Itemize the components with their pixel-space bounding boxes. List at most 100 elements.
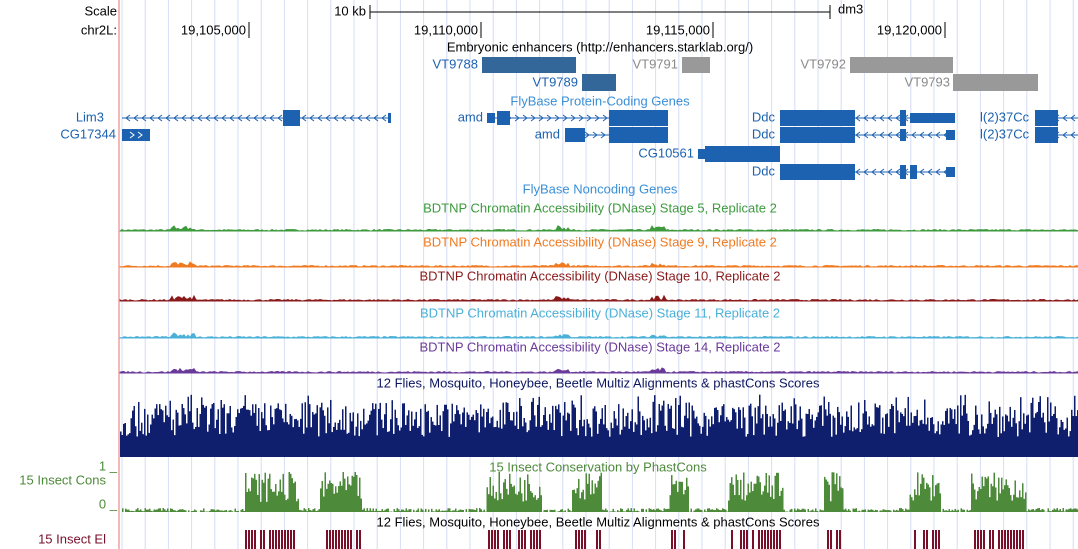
multiz-bar [423, 436, 425, 457]
multiz-bar [261, 412, 263, 457]
multiz-bar [469, 419, 471, 457]
multiz-bar [171, 430, 173, 457]
cons-bar [300, 510, 302, 512]
gene-label[interactable]: CG10561 [638, 145, 694, 160]
cons-bar [687, 486, 689, 512]
multiz-bar [789, 422, 791, 457]
enhancer-label[interactable]: VT9791 [632, 56, 678, 71]
multiz-bar [327, 407, 329, 457]
strand-arrow [277, 114, 283, 122]
multiz-bar [396, 417, 398, 457]
enhancer[interactable] [582, 74, 616, 91]
multiz-bar [897, 410, 899, 457]
gene-label[interactable]: l(2)37Cc [980, 126, 1030, 141]
cons-element [764, 530, 766, 549]
side-label[interactable]: 15 Insect Cons [19, 472, 106, 487]
exon [388, 113, 391, 123]
cons-bar [678, 481, 680, 512]
multiz-bar [468, 414, 470, 457]
cons-bar [261, 479, 263, 512]
multiz-bar [775, 435, 777, 457]
multiz-bar [456, 405, 458, 457]
cons-bar [894, 510, 896, 512]
multiz-bar [192, 422, 194, 457]
gene-label[interactable]: l(2)37Cc [980, 109, 1030, 124]
cons-element [575, 530, 577, 549]
multiz-bar [963, 405, 965, 457]
cons-element [731, 530, 733, 549]
cons-bar [473, 509, 475, 512]
cons-bar [357, 495, 359, 512]
cons-bar [1053, 508, 1055, 512]
gene-label[interactable]: CG17344 [60, 126, 116, 141]
cons-bar [242, 509, 244, 512]
cons-element [494, 530, 496, 549]
cons-bar [755, 483, 757, 512]
multiz-bar [609, 436, 611, 457]
gene-label[interactable]: amd [535, 126, 560, 141]
cons-element [596, 530, 598, 549]
cons-bar [956, 510, 958, 512]
multiz-bar [967, 420, 969, 457]
strand-arrow [357, 114, 363, 122]
enhancer-label[interactable]: VT9792 [800, 56, 846, 71]
cons-bar [653, 509, 655, 512]
cons-bar [873, 510, 875, 512]
multiz-bar [1018, 421, 1020, 457]
cons-bar [972, 483, 974, 512]
cons-bar [815, 508, 817, 512]
gene-label[interactable]: Lim3 [76, 109, 104, 124]
enhancer[interactable] [953, 74, 1038, 91]
cons-bar [836, 473, 838, 512]
multiz-bar [466, 412, 468, 457]
cons-bar [314, 508, 316, 512]
multiz-bar [232, 432, 234, 457]
multiz-bar [415, 411, 417, 457]
multiz-bar [492, 416, 494, 457]
gene-label[interactable]: Ddc [752, 109, 776, 124]
cons-bar [384, 509, 386, 512]
cons-element [332, 530, 334, 549]
cons-bar [776, 472, 778, 512]
position-label: 19,120,000 [877, 22, 942, 37]
multiz-bar [738, 407, 740, 457]
enhancer[interactable] [682, 57, 710, 73]
cons-bar [696, 508, 698, 512]
multiz-bar [463, 407, 465, 457]
cons-bar [620, 508, 622, 512]
cons-signal [122, 472, 1078, 512]
multiz-bar [912, 422, 914, 457]
gene-label[interactable]: amd [458, 109, 483, 124]
strand-arrow [245, 114, 251, 122]
cons-bar [936, 483, 938, 512]
multiz-bar [769, 416, 771, 457]
multiz-bar [999, 406, 1001, 457]
multiz-bar [529, 420, 531, 457]
cons-bar [819, 509, 821, 512]
gene-label[interactable]: Ddc [752, 126, 776, 141]
multiz-bar [588, 423, 590, 457]
enhancer-label[interactable]: VT9789 [532, 74, 578, 89]
enhancer[interactable] [482, 57, 576, 73]
track-title: BDTNP Chromatin Accessibility (DNase) St… [419, 268, 780, 283]
gene-label[interactable]: Ddc [752, 163, 776, 178]
side-label[interactable]: 15 Insect El [38, 531, 106, 546]
multiz-bar [774, 418, 776, 457]
multiz-bar [421, 434, 423, 457]
cons-bar [155, 509, 157, 512]
cons-bar [323, 496, 325, 512]
multiz-bar [522, 426, 524, 457]
strand-arrow [309, 114, 315, 122]
enhancer-label[interactable]: VT9793 [904, 74, 950, 89]
dnase-track [119, 332, 1078, 339]
cons-bar [783, 509, 785, 512]
multiz-bar [927, 417, 929, 457]
cons-bar [585, 473, 587, 512]
cons-bar [279, 479, 281, 512]
enhancer[interactable] [850, 57, 953, 73]
cons-bar [510, 483, 512, 512]
cons-bar [1040, 510, 1042, 512]
enhancer-label[interactable]: VT9788 [432, 56, 478, 71]
multiz-bar [957, 405, 959, 457]
multiz-bar [268, 429, 270, 457]
